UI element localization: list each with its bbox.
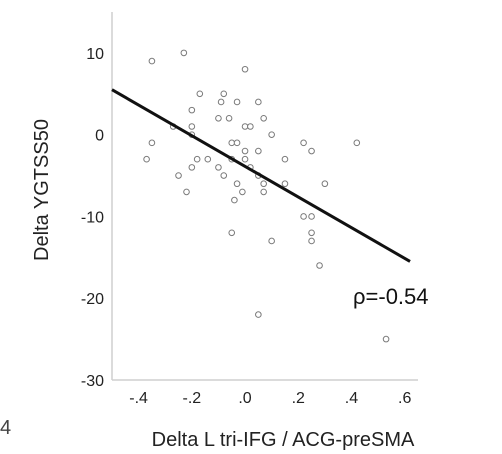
data-point [321, 180, 329, 188]
data-point [255, 98, 262, 106]
x-axis-ticks: -.4 -.2 .0 .2 .4 .6 [129, 390, 411, 407]
data-point [281, 180, 289, 188]
data-point [268, 131, 275, 138]
stray-glyph: 4 [0, 417, 11, 439]
x-tick-label: -.4 [129, 390, 148, 407]
data-point [188, 106, 196, 114]
data-point [260, 180, 267, 188]
y-tick-label: -30 [81, 373, 104, 390]
data-points [143, 49, 390, 343]
data-point [143, 155, 150, 163]
data-point [228, 229, 236, 237]
y-tick-label: -20 [81, 291, 104, 308]
data-point [215, 115, 222, 122]
data-point [217, 98, 225, 106]
data-point [148, 57, 156, 65]
correlation-annotation: ρ=-0.54 [353, 284, 429, 309]
data-point [193, 155, 201, 163]
x-tick-label: .6 [398, 390, 411, 407]
data-point [233, 139, 241, 147]
data-point [175, 172, 182, 179]
data-point [241, 155, 249, 163]
data-point [300, 213, 307, 220]
data-point [281, 155, 289, 163]
data-point [228, 139, 236, 147]
data-point [183, 188, 190, 196]
data-point [308, 147, 315, 155]
x-tick-label: .4 [345, 390, 358, 407]
data-point [239, 188, 246, 196]
x-axis-title: Delta L tri-IFG / ACG-preSMA [152, 429, 415, 451]
data-point [196, 90, 204, 98]
y-axis-title: Delta YGTSS50 [31, 119, 53, 261]
y-tick-label: -10 [81, 209, 104, 226]
y-tick-label: 0 [95, 128, 104, 145]
data-point [220, 90, 228, 98]
data-point [300, 139, 307, 147]
data-point [255, 311, 262, 318]
y-axis-ticks: 10 0 -10 -20 -30 [81, 46, 104, 390]
data-point [241, 147, 249, 155]
x-tick-label: .2 [292, 390, 305, 407]
data-point [148, 139, 156, 147]
regression-line [111, 88, 411, 263]
data-point [247, 123, 254, 130]
data-point [233, 180, 241, 188]
data-point [268, 237, 275, 245]
data-point [241, 65, 249, 73]
data-point [204, 155, 212, 163]
data-point [215, 164, 222, 171]
y-tick-label: 10 [86, 46, 104, 63]
data-point [308, 229, 315, 237]
plot-frame [111, 12, 418, 381]
data-point [180, 49, 188, 57]
data-point [260, 188, 267, 196]
data-point [255, 147, 262, 155]
data-point [353, 139, 361, 147]
data-point [241, 123, 249, 130]
data-point [220, 172, 228, 179]
data-point [233, 98, 241, 106]
data-point [382, 335, 390, 343]
x-tick-label: -.2 [182, 390, 201, 407]
data-point [231, 196, 238, 204]
data-point [225, 115, 233, 122]
x-tick-label: .0 [238, 390, 251, 407]
data-point [308, 213, 315, 220]
data-point [188, 164, 196, 171]
data-point [188, 123, 196, 130]
data-point [316, 262, 323, 269]
data-point [260, 115, 267, 122]
data-point [308, 237, 315, 245]
